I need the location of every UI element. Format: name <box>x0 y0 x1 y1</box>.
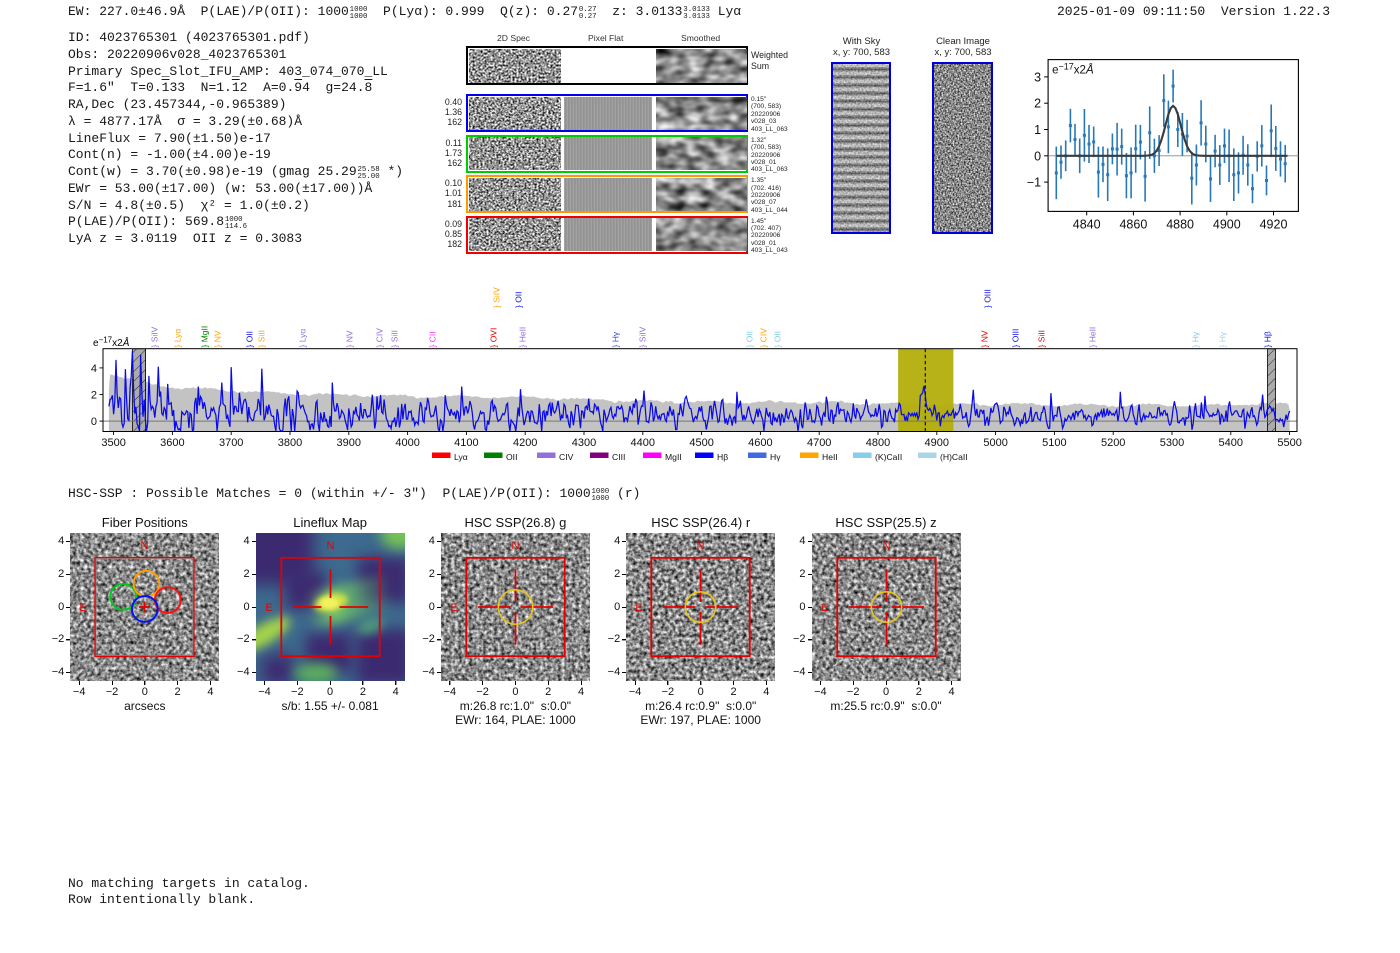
svg-text:} SiII: } SiII <box>1037 330 1047 347</box>
svg-text:} Lyα: } Lyα <box>298 329 308 348</box>
svg-text:(H)CaII: (H)CaII <box>940 452 968 462</box>
svg-text:} SiIV: } SiIV <box>150 326 160 347</box>
svg-text:} OII: } OII <box>245 331 255 348</box>
svg-text:0: 0 <box>91 416 97 428</box>
svg-text:3: 3 <box>1034 70 1041 84</box>
svg-text:4880: 4880 <box>1166 217 1194 231</box>
svg-text:} OII: } OII <box>745 331 755 348</box>
svg-text:4000: 4000 <box>395 437 419 449</box>
svg-text:} SiIV: } SiIV <box>492 287 502 308</box>
svg-text:} NV: } NV <box>345 330 355 347</box>
svg-text:Lyα: Lyα <box>454 452 468 462</box>
svg-text:Hγ: Hγ <box>770 452 781 462</box>
svg-text:Hβ: Hβ <box>717 452 728 462</box>
svg-text:3900: 3900 <box>337 437 361 449</box>
svg-text:} CIV: } CIV <box>759 328 769 348</box>
svg-text:3600: 3600 <box>160 437 184 449</box>
svg-text:} OIII: } OIII <box>1011 329 1021 348</box>
svg-text:} Hγ: } Hγ <box>1218 331 1228 347</box>
svg-text:} OII: } OII <box>514 291 524 308</box>
svg-text:E: E <box>80 602 87 614</box>
svg-text:E: E <box>821 602 828 614</box>
svg-text:−1: −1 <box>1027 176 1041 190</box>
svg-text:} MgII: } MgII <box>200 326 210 348</box>
svg-text:1: 1 <box>1034 123 1041 137</box>
svg-text:} Lyα: } Lyα <box>173 329 183 348</box>
svg-text:0: 0 <box>1034 149 1041 163</box>
svg-text:N: N <box>511 540 519 552</box>
svg-text:5100: 5100 <box>1042 437 1066 449</box>
svg-text:e−17x2Å: e−17x2Å <box>93 336 130 350</box>
svg-text:} Hγ: } Hγ <box>1191 331 1201 347</box>
svg-text:3700: 3700 <box>219 437 243 449</box>
svg-text:CIII: CIII <box>612 452 625 462</box>
svg-text:} NV: } NV <box>213 330 223 347</box>
svg-text:5000: 5000 <box>983 437 1007 449</box>
svg-text:4600: 4600 <box>748 437 772 449</box>
svg-text:N: N <box>141 540 149 552</box>
svg-text:4860: 4860 <box>1119 217 1147 231</box>
svg-text:5300: 5300 <box>1160 437 1184 449</box>
svg-text:N: N <box>697 540 705 552</box>
svg-text:E: E <box>636 602 643 614</box>
svg-text:4840: 4840 <box>1073 217 1101 231</box>
svg-text:(K)CaII: (K)CaII <box>875 452 902 462</box>
svg-text:N: N <box>326 540 334 552</box>
svg-text:} OVI: } OVI <box>489 328 499 348</box>
svg-text:4500: 4500 <box>689 437 713 449</box>
svg-text:2: 2 <box>1034 97 1041 111</box>
svg-text:} Hγ: } Hγ <box>611 331 621 347</box>
svg-text:5400: 5400 <box>1219 437 1243 449</box>
svg-text:4300: 4300 <box>572 437 596 449</box>
svg-text:} OIII: } OIII <box>983 289 993 308</box>
svg-text:5200: 5200 <box>1101 437 1125 449</box>
svg-text:2: 2 <box>91 390 97 402</box>
svg-text:} SiII: } SiII <box>390 330 400 347</box>
svg-text:MgII: MgII <box>665 452 682 462</box>
svg-text:4200: 4200 <box>513 437 537 449</box>
svg-text:4800: 4800 <box>866 437 890 449</box>
svg-text:E: E <box>450 602 457 614</box>
svg-text:4920: 4920 <box>1260 217 1288 231</box>
svg-text:} HeII: } HeII <box>518 327 528 348</box>
svg-text:} CIV: } CIV <box>375 328 385 348</box>
svg-text:3800: 3800 <box>278 437 302 449</box>
svg-text:} SiIV: } SiIV <box>638 326 648 347</box>
svg-text:HeII: HeII <box>822 452 838 462</box>
svg-text:} NV: } NV <box>980 330 990 347</box>
svg-text:5500: 5500 <box>1277 437 1301 449</box>
svg-text:} HeII: } HeII <box>1088 327 1098 348</box>
svg-text:4100: 4100 <box>454 437 478 449</box>
svg-text:4900: 4900 <box>1213 217 1241 231</box>
svg-text:4: 4 <box>91 363 97 375</box>
svg-text:OII: OII <box>506 452 517 462</box>
svg-text:} CII: } CII <box>428 331 438 347</box>
svg-text:} SiII: } SiII <box>257 330 267 347</box>
svg-text:4900: 4900 <box>925 437 949 449</box>
svg-text:} Hβ: } Hβ <box>1263 331 1273 347</box>
svg-text:CIV: CIV <box>559 452 574 462</box>
svg-text:3500: 3500 <box>101 437 125 449</box>
svg-text:4700: 4700 <box>807 437 831 449</box>
svg-text:N: N <box>882 540 890 552</box>
svg-text:} OII: } OII <box>773 331 783 348</box>
svg-text:4400: 4400 <box>631 437 655 449</box>
svg-text:E: E <box>265 602 272 614</box>
